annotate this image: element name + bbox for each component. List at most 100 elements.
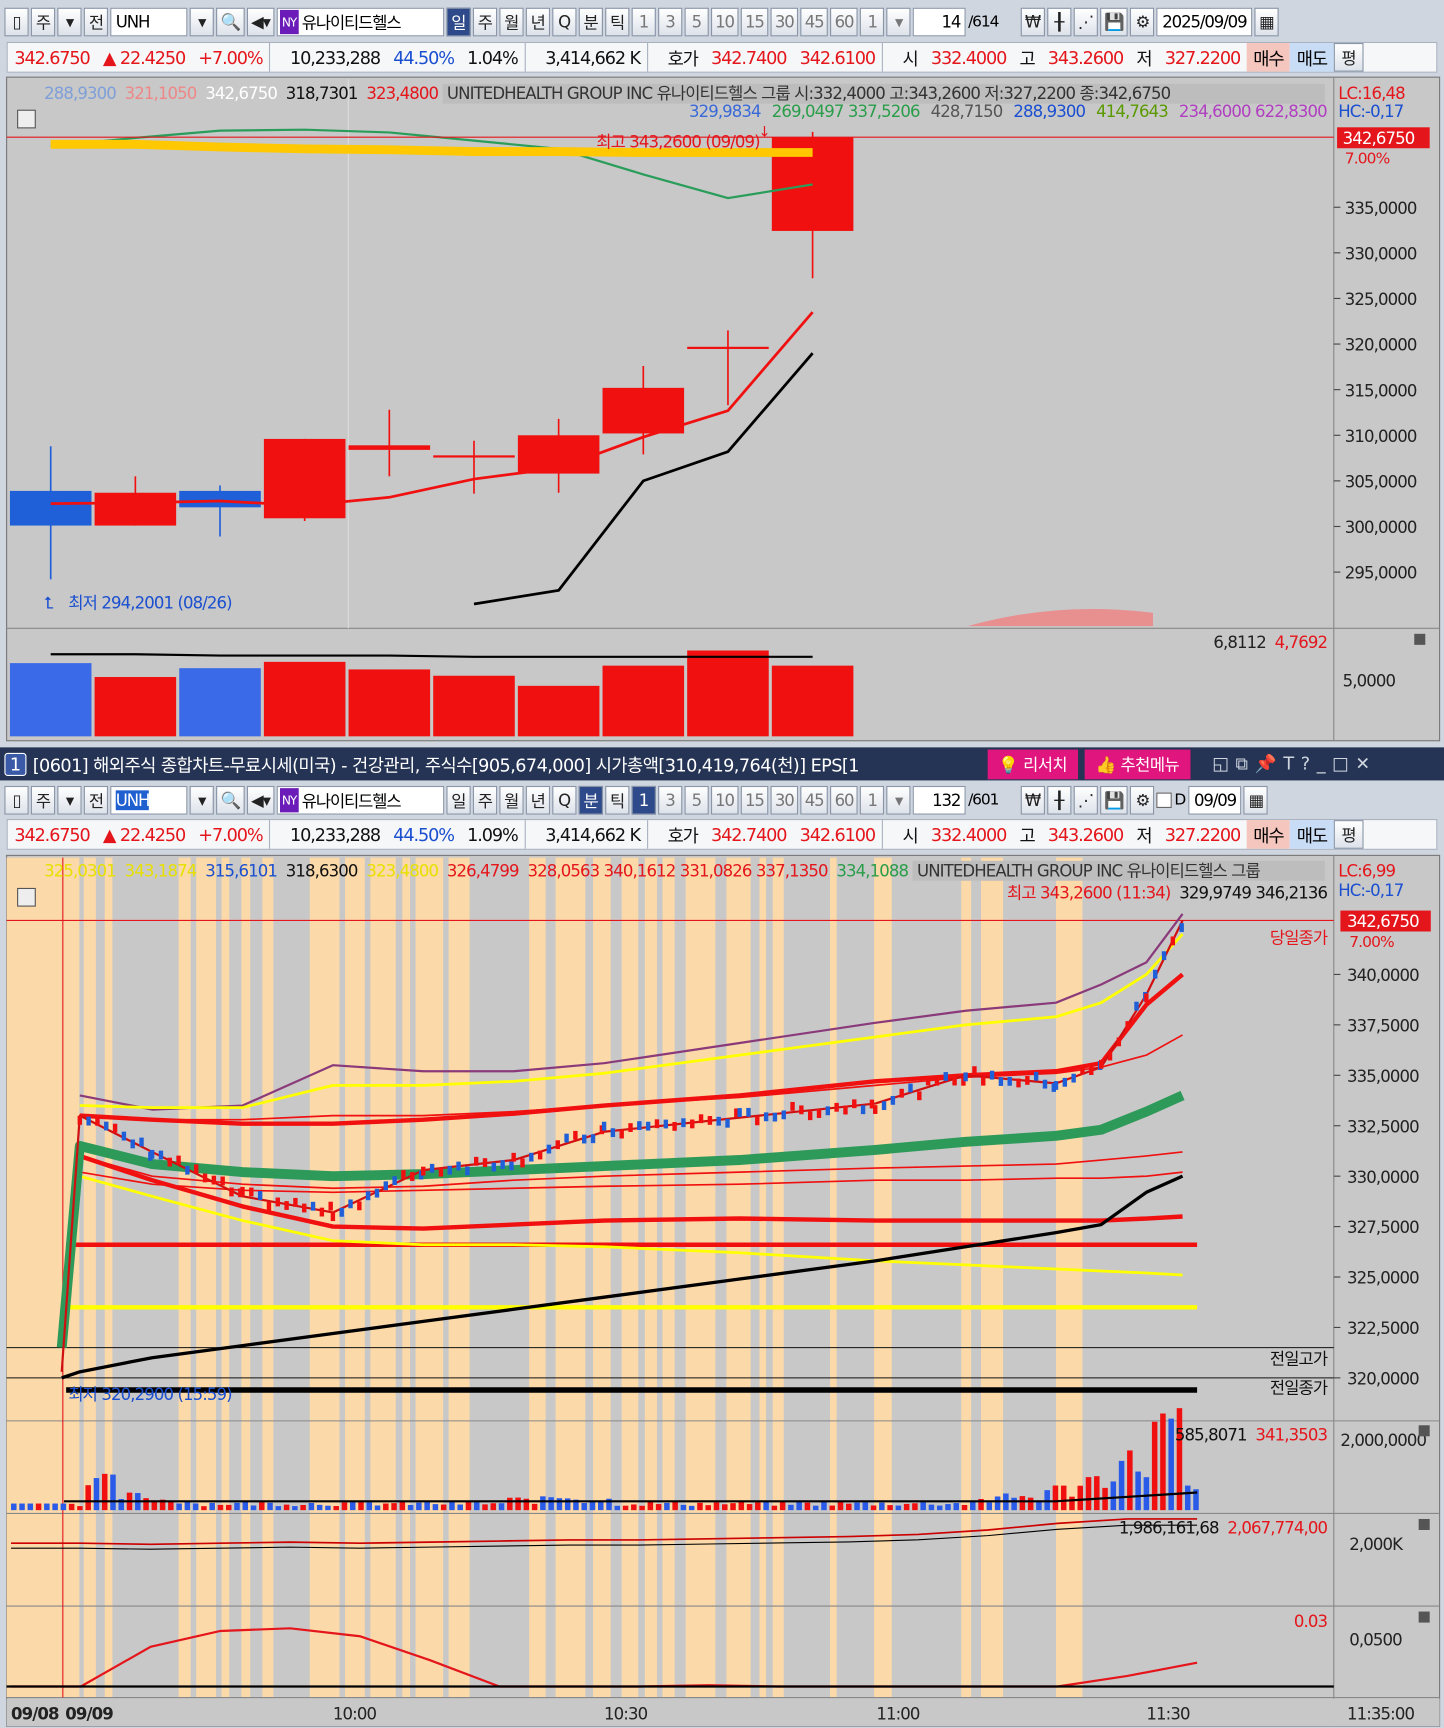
- sell-button[interactable]: 매도: [1290, 820, 1334, 849]
- candle-icon[interactable]: ╂: [1046, 785, 1072, 815]
- minute-dropdown-icon[interactable]: ▾: [886, 785, 911, 815]
- minute-button-6[interactable]: 45: [800, 785, 828, 815]
- minute-button-7[interactable]: 60: [830, 7, 858, 37]
- minute-candle: [763, 1112, 769, 1122]
- calendar-icon[interactable]: ▦: [1243, 785, 1269, 815]
- minute-button-0[interactable]: 1: [631, 7, 656, 37]
- minute-button-3[interactable]: 10: [710, 7, 739, 37]
- symbol-input[interactable]: UNH: [110, 7, 188, 37]
- dropdown-arrow-icon[interactable]: ▾: [57, 785, 82, 815]
- recommend-menu-button[interactable]: 👍 추천메뉴: [1084, 749, 1191, 779]
- period-tab-5[interactable]: 분: [578, 7, 603, 37]
- dropdown-arrow-icon[interactable]: ▾: [57, 7, 82, 37]
- help-icon[interactable]: ?: [1300, 752, 1317, 774]
- volume-bar: [316, 1504, 323, 1511]
- speaker-icon[interactable]: ◀▾: [246, 785, 275, 815]
- minute-dropdown-icon[interactable]: ▾: [886, 7, 911, 37]
- won-icon[interactable]: ₩: [1020, 7, 1045, 37]
- minimize-icon[interactable]: _: [1316, 752, 1333, 774]
- copy-icon[interactable]: ⧉: [1235, 752, 1255, 774]
- intraday-chart[interactable]: 325,0301 343,1874 315,6101 318,6300 323,4800…: [0, 853, 1444, 1728]
- period-tab-3[interactable]: 년: [525, 7, 550, 37]
- gear-icon[interactable]: ⚙: [1130, 7, 1155, 37]
- eval-button[interactable]: 평: [1333, 820, 1364, 849]
- won-icon[interactable]: ₩: [1020, 785, 1045, 815]
- grid-toggle-icon[interactable]: [17, 887, 36, 907]
- close-icon[interactable]: ✕: [1355, 752, 1377, 774]
- date-input[interactable]: 09/09: [1188, 785, 1242, 815]
- layout-icon[interactable]: ◱: [1212, 752, 1236, 774]
- d-checkbox[interactable]: [1156, 792, 1173, 808]
- panel-close-icon[interactable]: [1418, 1425, 1430, 1437]
- minute-button-7[interactable]: 60: [830, 785, 858, 815]
- research-button[interactable]: 💡 리서치: [987, 749, 1079, 779]
- panel-close-icon[interactable]: [1418, 1518, 1430, 1530]
- minute-button-1[interactable]: 3: [657, 7, 683, 37]
- symbol-dropdown-icon[interactable]: ▾: [189, 785, 214, 815]
- period-tab-4[interactable]: Q: [551, 7, 577, 37]
- font-icon[interactable]: T: [1283, 752, 1301, 774]
- full-code-button[interactable]: 전: [83, 7, 109, 37]
- save-icon[interactable]: 💾: [1099, 785, 1129, 815]
- minute-button-1[interactable]: 3: [657, 785, 683, 815]
- search-icon[interactable]: 🔍: [216, 785, 245, 815]
- stock-name-field[interactable]: NY 유나이티드헬스: [276, 785, 444, 815]
- period-tab-1[interactable]: 주: [472, 785, 497, 815]
- grid-toggle-icon[interactable]: [17, 109, 36, 129]
- panel-close-icon[interactable]: [1418, 1611, 1430, 1623]
- minute-button-2[interactable]: 5: [684, 785, 709, 815]
- period-tab-0[interactable]: 일: [446, 7, 471, 37]
- minute-button-3[interactable]: 10: [710, 785, 739, 815]
- minute-button-8[interactable]: 1: [860, 785, 885, 815]
- period-tab-1[interactable]: 주: [472, 7, 497, 37]
- daily-chart[interactable]: 288,9300 321,1050 342,6750 318,7301 323,4800…: [0, 75, 1444, 743]
- symbol-dropdown-icon[interactable]: ▾: [189, 7, 214, 37]
- minute-button-4[interactable]: 15: [740, 7, 769, 37]
- minute-button-8[interactable]: 1: [860, 7, 885, 37]
- market-type-select[interactable]: 주: [30, 785, 56, 815]
- candle-icon[interactable]: ╂: [1046, 7, 1072, 37]
- count-input[interactable]: 14: [912, 7, 966, 37]
- full-code-button[interactable]: 전: [83, 785, 109, 815]
- period-tab-3[interactable]: 년: [525, 785, 550, 815]
- period-tab-2[interactable]: 월: [499, 785, 524, 815]
- eval-button[interactable]: 평: [1333, 42, 1364, 72]
- pin-icon[interactable]: 📌: [1254, 752, 1284, 774]
- date-input[interactable]: 2025/09/09: [1156, 7, 1253, 37]
- panel-close-icon[interactable]: [1414, 633, 1426, 645]
- volume-bar: [1036, 1500, 1042, 1511]
- calendar-icon[interactable]: ▦: [1254, 7, 1279, 37]
- line-icon[interactable]: ⋰: [1073, 7, 1098, 37]
- minute-button-6[interactable]: 45: [800, 7, 828, 37]
- period-tab-6[interactable]: 틱: [604, 7, 630, 37]
- period-tab-2[interactable]: 월: [499, 7, 524, 37]
- buy-button[interactable]: 매수: [1246, 42, 1291, 72]
- minute-button-5[interactable]: 30: [770, 785, 799, 815]
- period-tab-5[interactable]: 분: [578, 785, 603, 815]
- stripe: [555, 857, 586, 1698]
- search-icon[interactable]: 🔍: [216, 7, 245, 37]
- period-tab-6[interactable]: 틱: [604, 785, 630, 815]
- sell-button[interactable]: 매도: [1290, 42, 1334, 72]
- count-input[interactable]: 132: [912, 785, 966, 815]
- symbol-input[interactable]: UNH: [110, 785, 188, 815]
- minute-button-4[interactable]: 15: [740, 785, 769, 815]
- minute-candle: [86, 1116, 91, 1126]
- minute-button-5[interactable]: 30: [770, 7, 799, 37]
- speaker-icon[interactable]: ◀▾: [246, 7, 275, 37]
- period-tab-4[interactable]: Q: [551, 785, 577, 815]
- maximize-icon[interactable]: □: [1332, 752, 1356, 774]
- line-icon[interactable]: ⋰: [1073, 785, 1098, 815]
- market-type-select[interactable]: 주: [30, 7, 56, 37]
- period-tab-0[interactable]: 일: [446, 785, 471, 815]
- layout-toggle-icon[interactable]: ▯: [4, 785, 29, 815]
- buy-button[interactable]: 매수: [1246, 820, 1291, 849]
- stock-name-field[interactable]: NY 유나이티드헬스: [276, 7, 444, 37]
- save-icon[interactable]: 💾: [1099, 7, 1129, 37]
- layout-toggle-icon[interactable]: ▯: [4, 7, 29, 37]
- volume-bar: [1085, 1477, 1092, 1511]
- volume-bar: [821, 1501, 827, 1511]
- minute-button-0[interactable]: 1: [631, 785, 656, 815]
- gear-icon[interactable]: ⚙: [1130, 785, 1155, 815]
- minute-button-2[interactable]: 5: [684, 7, 709, 37]
